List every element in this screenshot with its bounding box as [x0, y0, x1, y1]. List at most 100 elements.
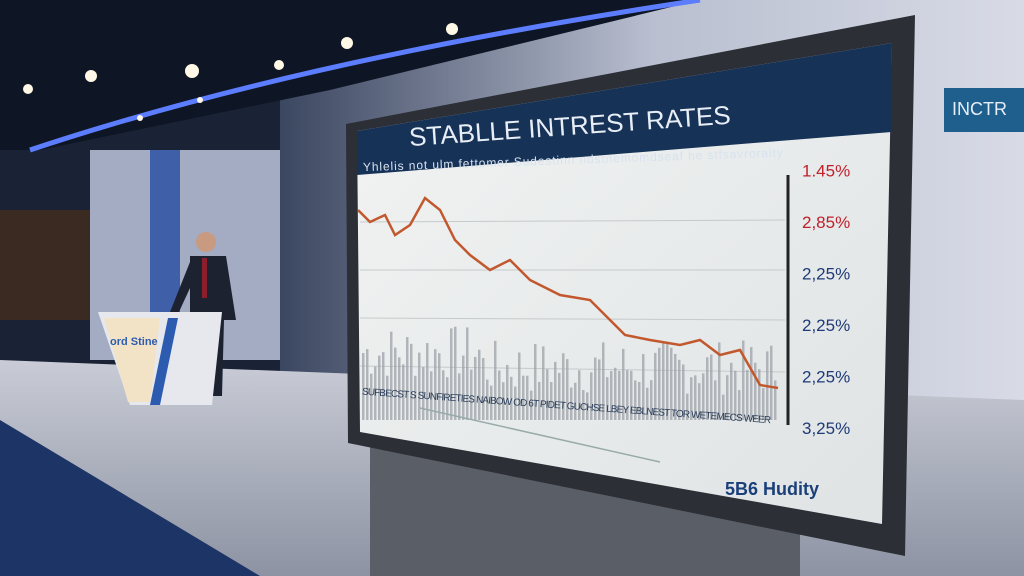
axis-label: 2,85%	[802, 213, 850, 232]
volume-bar	[670, 347, 673, 420]
ceiling-light-strip	[29, 0, 701, 153]
volume-bar	[674, 353, 677, 420]
axis-label: 3,25%	[802, 419, 850, 438]
volume-bar	[698, 383, 701, 420]
volume-bar	[514, 386, 517, 420]
volume-bar	[666, 344, 669, 420]
volume-bar	[426, 343, 429, 420]
volume-bar	[462, 355, 465, 420]
volume-bar	[502, 382, 505, 420]
volume-bar	[586, 392, 589, 420]
volume-bar	[702, 373, 705, 420]
axis-label: 2,25%	[802, 316, 850, 335]
volume-bar	[438, 353, 441, 420]
volume-bar	[414, 375, 417, 420]
volume-bar	[610, 370, 613, 420]
volume-bar	[662, 341, 665, 420]
volume-bar	[418, 352, 421, 420]
volume-bar	[386, 375, 389, 420]
volume-bar	[446, 377, 449, 420]
volume-bar	[482, 358, 485, 420]
floor-carpet	[0, 420, 260, 576]
volume-bar	[582, 390, 585, 420]
volume-bar	[718, 342, 721, 420]
volume-bar	[570, 387, 573, 420]
volume-bar	[550, 382, 553, 420]
volume-bar	[690, 377, 693, 420]
volume-bar	[646, 387, 649, 420]
volume-bar	[602, 342, 605, 420]
volume-bar	[626, 370, 629, 420]
volume-bar	[770, 345, 773, 420]
volume-bar	[534, 344, 537, 420]
volume-bar	[578, 370, 581, 420]
volume-bar	[594, 357, 597, 420]
podium-panel	[104, 318, 160, 402]
volume-bar	[390, 331, 393, 420]
volume-bar	[622, 348, 625, 420]
volume-bar	[658, 347, 661, 420]
screen-footer-rule	[419, 407, 661, 463]
volume-bar	[470, 369, 473, 420]
volume-bar	[466, 327, 469, 420]
volume-bar	[422, 367, 425, 420]
volume-bar	[546, 369, 549, 420]
volume-bar	[558, 372, 561, 420]
volume-bar	[650, 380, 653, 420]
volume-bar	[382, 352, 385, 420]
volume-bar	[402, 364, 405, 420]
volume-bar	[678, 359, 681, 420]
volume-bar	[634, 380, 637, 420]
volume-bar	[730, 362, 733, 420]
screen-brand: 5B6 Hudity	[725, 479, 819, 499]
volume-bar	[506, 364, 509, 420]
volume-bar	[750, 347, 753, 420]
axis-label: 2,25%	[802, 264, 850, 283]
screen-volume-bars	[362, 326, 777, 420]
volume-bar	[734, 370, 737, 420]
screen-header	[357, 43, 892, 175]
volume-bar	[606, 377, 609, 420]
volume-bar	[562, 353, 565, 420]
volume-bar	[722, 394, 725, 420]
volume-bar	[642, 354, 645, 420]
volume-bar	[522, 375, 525, 420]
podium-label: ord Stine	[110, 336, 158, 348]
volume-bar	[686, 393, 689, 420]
volume-bar	[362, 353, 365, 420]
volume-bar	[566, 359, 569, 420]
volume-bar	[498, 370, 501, 420]
axis-label: 2,25%	[802, 367, 850, 386]
volume-bar	[746, 369, 749, 420]
volume-bar	[510, 376, 513, 420]
volume-bar	[554, 361, 557, 420]
volume-bar	[598, 359, 601, 420]
volume-bar	[758, 369, 761, 420]
volume-bar	[682, 364, 685, 420]
volume-bar	[478, 349, 481, 420]
wall-sign-label: INCTR	[952, 99, 1007, 119]
volume-bar	[398, 357, 401, 420]
screen-grid	[359, 219, 786, 373]
side-room	[0, 210, 90, 320]
volume-bar	[430, 371, 433, 420]
screen-trend-line	[357, 196, 779, 390]
volume-bar	[762, 388, 765, 420]
volume-bar	[738, 390, 741, 420]
volume-bar	[406, 337, 409, 420]
volume-bar	[526, 375, 529, 420]
volume-bar	[742, 340, 745, 420]
volume-bar	[458, 373, 461, 420]
podium-stripe	[150, 318, 178, 405]
volume-bar	[590, 372, 593, 420]
volume-bar	[474, 356, 477, 420]
volume-bar	[654, 352, 657, 420]
volume-bar	[530, 390, 533, 420]
ceiling	[0, 0, 700, 150]
volume-bar	[630, 370, 633, 420]
volume-bar	[574, 382, 577, 420]
volume-bar	[618, 370, 621, 420]
volume-bar	[614, 367, 617, 420]
screen-axis-labels: 1.45% 2,85% 2,25% 2,25% 2,25% 3,25%	[802, 161, 850, 438]
